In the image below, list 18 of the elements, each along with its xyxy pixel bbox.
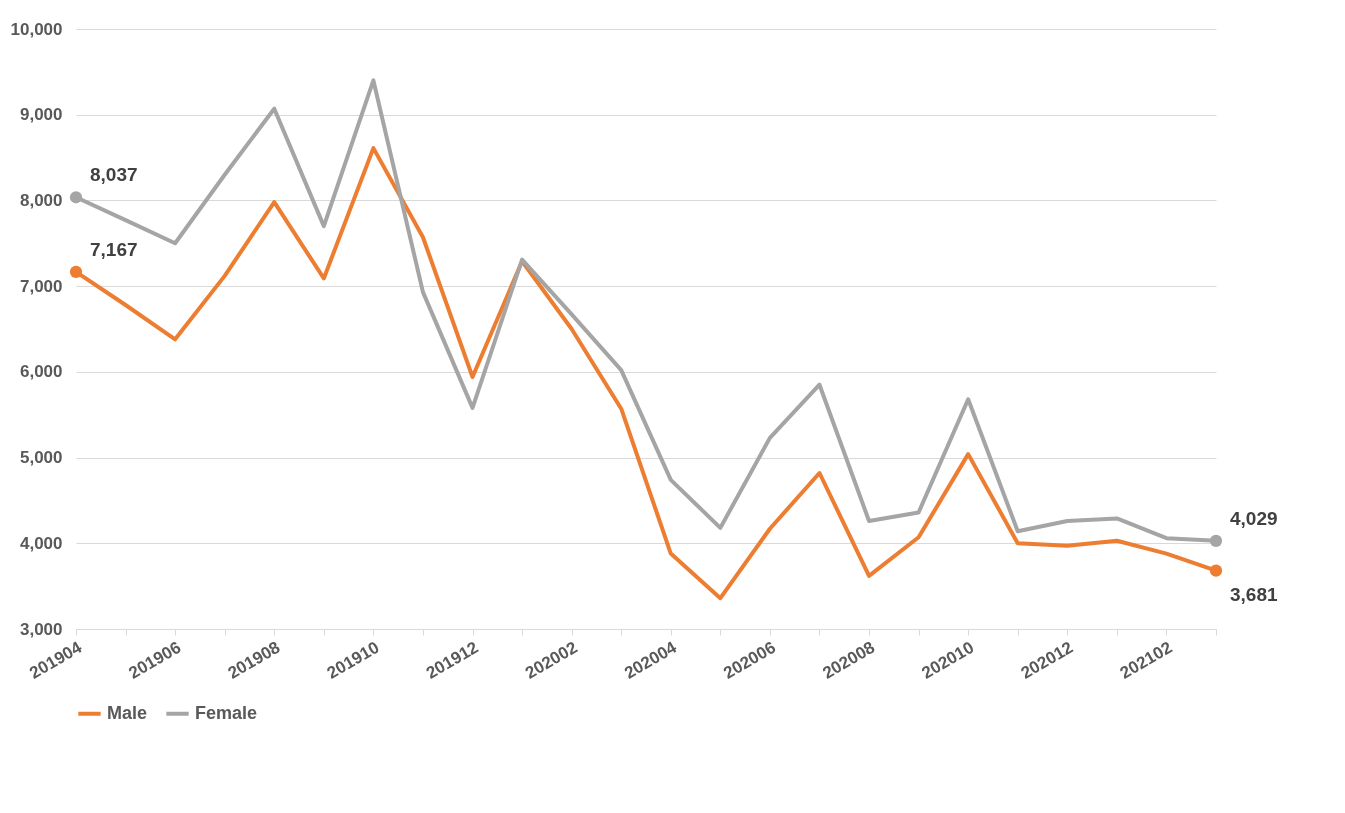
y-tick-label: 10,000 <box>10 19 63 39</box>
data-label: 7,167 <box>90 238 138 260</box>
y-tick-label: 8,000 <box>19 190 63 210</box>
y-tick-label: 9,000 <box>19 105 63 125</box>
y-tick-label: 7,000 <box>19 276 63 296</box>
legend-label: Male <box>107 702 148 723</box>
y-tick-label: 3,000 <box>19 619 63 639</box>
point <box>69 265 83 278</box>
data-label: 3,681 <box>1230 583 1278 605</box>
y-tick-label: 5,000 <box>19 448 63 468</box>
legend-label: Female <box>195 702 258 723</box>
y-tick-label: 4,000 <box>19 533 63 553</box>
data-label: 8,037 <box>90 164 138 186</box>
point <box>1209 564 1223 577</box>
point <box>1209 534 1223 547</box>
point <box>69 191 83 204</box>
y-tick-label: 6,000 <box>19 362 63 382</box>
data-label: 4,029 <box>1230 507 1278 529</box>
